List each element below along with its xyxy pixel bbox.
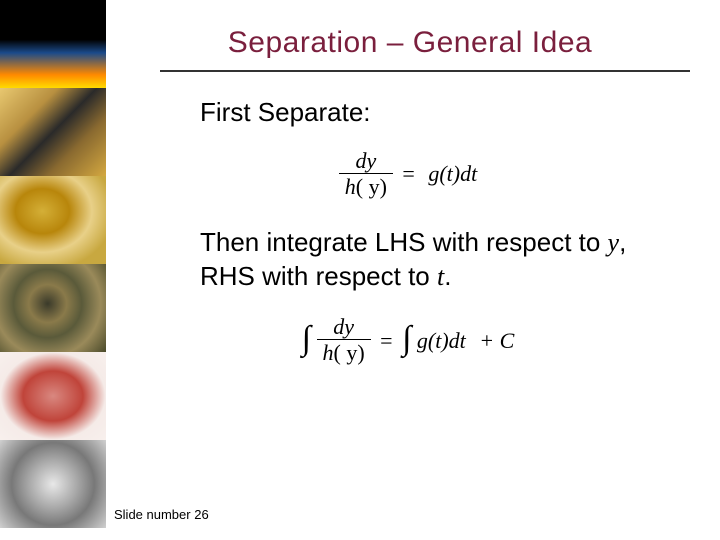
eq2-gtdt: (t)dt	[428, 328, 466, 353]
text-y: y	[608, 228, 620, 257]
title-divider	[160, 70, 690, 72]
eq2-equals: =	[376, 328, 396, 353]
thumb-image	[0, 264, 106, 352]
thumb-image	[0, 0, 106, 88]
equation-separate: dy h( y) = g(t)dt	[120, 149, 700, 201]
integral-icon: ∫	[302, 320, 311, 358]
slide-number: Slide number 26	[114, 507, 209, 522]
eq2-dy: dy	[333, 314, 354, 339]
eq-g: g	[428, 161, 439, 186]
integral-icon: ∫	[402, 320, 411, 358]
slide-title: Separation – General Idea	[120, 26, 700, 60]
thumb-image	[0, 352, 106, 440]
eq2-h: h	[323, 340, 334, 365]
thumb-image	[0, 88, 106, 176]
eq-hy: ( y)	[356, 174, 387, 199]
text-end: .	[444, 261, 451, 291]
section-then-integrate: Then integrate LHS with respect to y, RH…	[200, 226, 670, 293]
text-pre: Then integrate LHS with respect to	[200, 227, 608, 257]
eq-dy: dy	[355, 148, 376, 173]
eq-gtdt: (t)dt	[439, 161, 477, 186]
eq2-plusc: + C	[475, 328, 518, 353]
eq-equals: =	[398, 161, 418, 186]
section-first-separate: First Separate:	[200, 96, 670, 129]
equation-integrate: ∫ dy h( y) = ∫ g(t)dt + C	[120, 315, 700, 367]
eq2-g: g	[417, 328, 428, 353]
thumb-image	[0, 176, 106, 264]
sidebar-thumbnails	[0, 0, 106, 540]
eq2-hy: ( y)	[334, 340, 365, 365]
slide-content: Separation – General Idea First Separate…	[120, 0, 700, 540]
eq-h: h	[345, 174, 356, 199]
thumb-image	[0, 440, 106, 528]
